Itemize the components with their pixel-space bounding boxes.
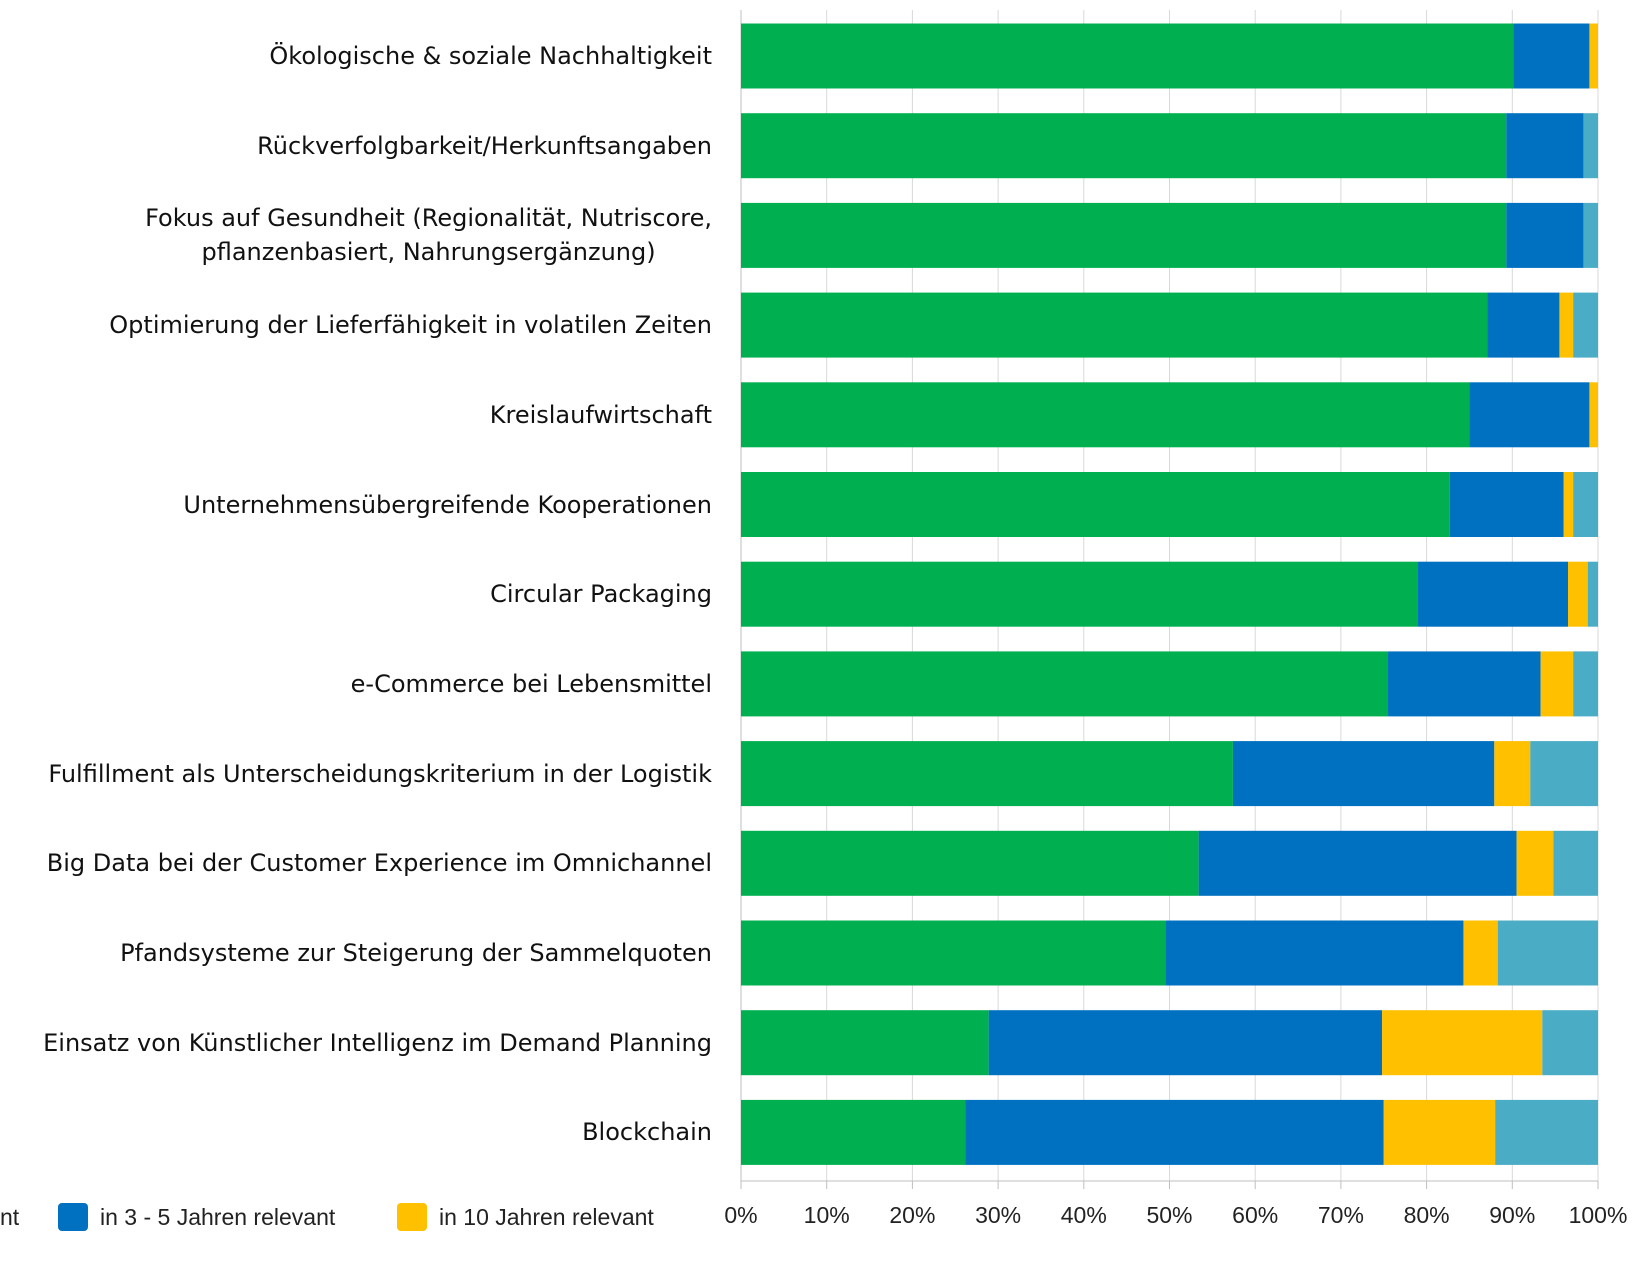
bar-segment	[965, 1099, 1384, 1165]
x-tick-label: 100%	[1569, 1202, 1628, 1228]
bar-segment	[1573, 292, 1598, 358]
bar-segment	[1495, 1099, 1598, 1165]
bar-segment	[741, 741, 1233, 807]
x-tick-label: 60%	[1232, 1202, 1278, 1228]
bar-segment	[1463, 920, 1498, 986]
legend-label: in 10 Jahren relevant	[439, 1204, 654, 1230]
bar-segment	[1383, 1099, 1496, 1165]
bar-segment	[741, 561, 1419, 627]
legend-swatch	[397, 1203, 427, 1231]
bar-segment	[1573, 472, 1598, 537]
x-tick-label: 50%	[1146, 1202, 1192, 1228]
bar-segment	[1388, 651, 1541, 717]
category-label: Big Data bei der Customer Experience im …	[46, 849, 712, 878]
x-tick-label: 30%	[975, 1202, 1021, 1228]
bar-segment	[1516, 830, 1554, 896]
bar-segment	[1563, 472, 1574, 537]
bar-segment	[1497, 920, 1598, 986]
x-tick-label: 40%	[1061, 1202, 1107, 1228]
bar-segment	[741, 202, 1507, 268]
bar-segment	[1382, 1010, 1543, 1076]
category-label: Circular Packaging	[490, 580, 712, 609]
category-label: e-Commerce bei Lebensmittel	[350, 669, 712, 698]
bar-segment	[741, 292, 1488, 358]
bar-segment	[741, 1010, 989, 1076]
bar-segment	[1583, 202, 1598, 268]
category-label: Fulfillment als Unterscheidungskriterium…	[48, 759, 712, 788]
category-label: Fokus auf Gesundheit (Regionalität, Nutr…	[145, 204, 712, 267]
bar-segment	[741, 920, 1166, 986]
bar-segment	[741, 472, 1450, 537]
category-label: Kreislaufwirtschaft	[489, 400, 712, 429]
bar-segment	[1542, 1010, 1598, 1076]
bar-segment	[1198, 830, 1517, 896]
category-label: Rückverfolgbarkeit/Herkunftsangaben	[257, 131, 712, 160]
x-tick-label: 70%	[1318, 1202, 1364, 1228]
category-label: Unternehmensübergreifende Kooperationen	[183, 490, 712, 519]
bar-segment	[741, 830, 1199, 896]
bar-segment	[741, 113, 1507, 179]
bar-segment	[1494, 741, 1531, 807]
category-label: Ökologische & soziale Nachhaltigkeit	[269, 42, 712, 70]
bar-segment	[1449, 472, 1564, 537]
bar-segment	[1418, 561, 1569, 627]
bar-segment	[1587, 561, 1598, 627]
bar-segment	[1165, 920, 1464, 986]
bar-segment	[1573, 651, 1598, 717]
bar-segment	[1583, 113, 1598, 179]
category-label: Optimierung der Lieferfähigkeit in volat…	[109, 311, 712, 340]
bar-segment	[741, 651, 1389, 717]
bar-segment	[1506, 113, 1584, 179]
bar-segment	[741, 1099, 966, 1165]
bar-segment	[1589, 382, 1598, 448]
bar-segment	[741, 382, 1470, 448]
bar-segment	[1589, 23, 1598, 89]
x-tick-label: 80%	[1404, 1202, 1450, 1228]
category-label: Pfandsysteme zur Steigerung der Sammelqu…	[120, 939, 712, 967]
x-tick-label: 0%	[724, 1202, 757, 1228]
bar-segment	[1553, 830, 1598, 896]
x-tick-label: 10%	[804, 1202, 850, 1228]
bar-segment	[1513, 23, 1590, 89]
category-label: Einsatz von Künstlicher Intelligenz im D…	[43, 1028, 712, 1057]
bar-segment	[1487, 292, 1560, 358]
bar-segment	[1540, 651, 1574, 717]
bar-segment	[1530, 741, 1598, 807]
x-tick-label: 90%	[1489, 1202, 1535, 1228]
bar-segment	[1469, 382, 1590, 448]
bar-segment	[1506, 202, 1584, 268]
bar-segment	[1232, 741, 1495, 807]
bar-segment	[1568, 561, 1588, 627]
x-tick-label: 20%	[889, 1202, 935, 1228]
bar-segment	[988, 1010, 1383, 1076]
legend-label: nt	[0, 1204, 20, 1230]
bar-segment	[1559, 292, 1574, 358]
bar-segment	[741, 23, 1514, 89]
legend-swatch	[58, 1203, 88, 1231]
category-label: Blockchain	[582, 1118, 712, 1147]
legend-label: in 3 - 5 Jahren relevant	[100, 1204, 336, 1230]
